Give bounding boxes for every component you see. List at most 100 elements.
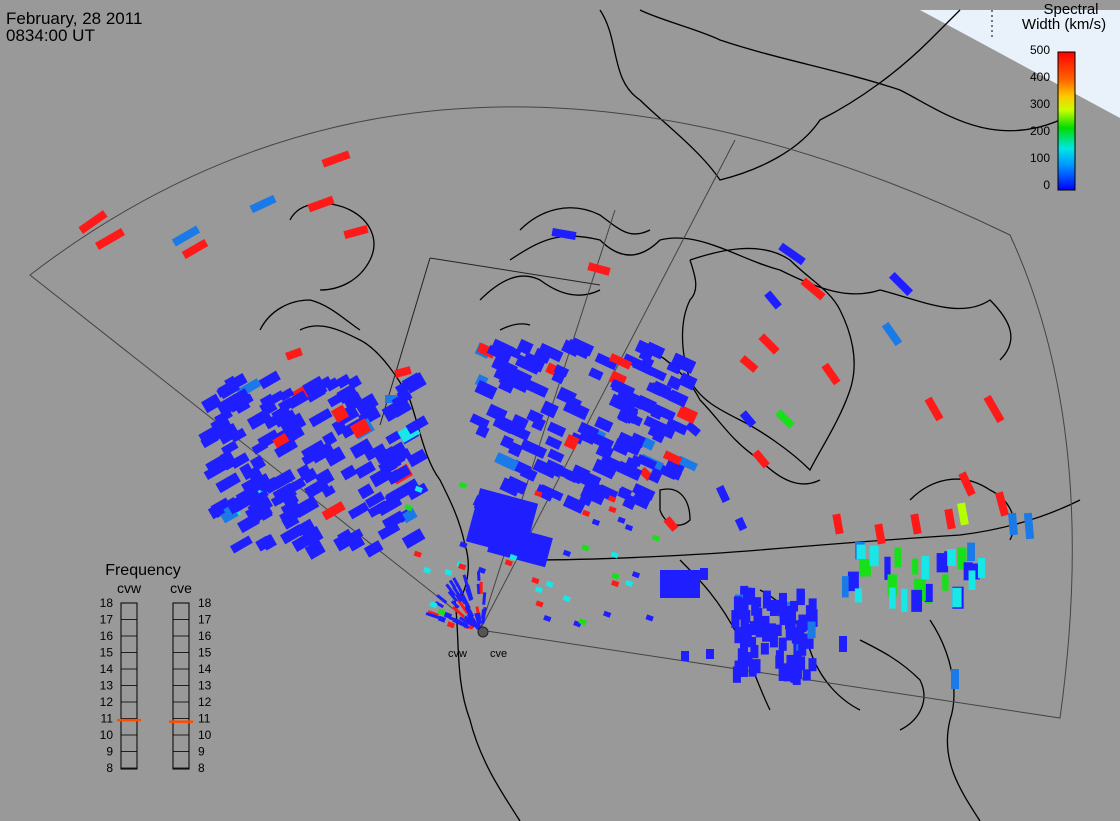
echo-cell <box>744 652 753 667</box>
timestamp-date: February, 28 2011 <box>6 9 143 28</box>
echo-cell <box>285 347 303 361</box>
echo-cell <box>901 588 908 613</box>
color-bar-legend: Spectral Width (km/s) 500 400 300 200 10… <box>991 1 1106 192</box>
echo-cell <box>546 421 567 438</box>
echo-cell <box>952 587 962 608</box>
echo-cell <box>404 504 413 512</box>
echo-cell <box>790 600 799 612</box>
echo-cell <box>487 522 553 568</box>
echo-cell <box>644 341 666 360</box>
echo-cell <box>807 621 816 639</box>
echo-cell <box>630 454 644 467</box>
echo-cell <box>706 649 714 659</box>
echo-cell <box>575 468 602 491</box>
echo-cell <box>321 485 336 498</box>
echo-cell <box>798 614 807 633</box>
echo-cell <box>610 579 620 588</box>
echo-cell <box>450 600 460 609</box>
echo-cell <box>477 566 487 574</box>
echo-cell <box>287 477 307 494</box>
echo-cell <box>215 472 241 494</box>
echo-cell <box>475 424 490 439</box>
echo-cell <box>363 540 384 558</box>
timestamp-time: 0834:00 UT <box>6 26 95 45</box>
echo-cell <box>778 637 787 651</box>
echo-cell <box>748 636 757 648</box>
echo-cell <box>607 495 617 503</box>
echo-cell <box>645 614 654 622</box>
echo-cell <box>474 379 498 400</box>
echo-cell <box>545 580 554 588</box>
echo-cell <box>357 483 375 500</box>
echo-cell <box>533 347 552 364</box>
echo-cell <box>354 460 376 479</box>
echo-cell <box>553 364 570 378</box>
echo-cell <box>303 477 330 499</box>
echo-cell <box>540 486 556 502</box>
echo-cell <box>764 290 782 310</box>
echo-cell <box>469 413 490 430</box>
echo-cell <box>509 553 518 561</box>
echo-cell <box>331 418 348 436</box>
echo-cell <box>670 352 697 374</box>
echo-cell <box>482 592 487 605</box>
echo-cell <box>624 524 634 532</box>
echo-cell <box>473 503 483 511</box>
echo-cell <box>381 510 406 531</box>
echo-cell <box>429 601 438 609</box>
echo-cell <box>737 648 746 664</box>
echo-cell <box>499 435 515 450</box>
echo-cell <box>534 586 544 594</box>
echo-cell <box>364 491 386 509</box>
echo-cell <box>367 500 389 518</box>
echo-cell <box>229 427 247 443</box>
echo-cell <box>1008 512 1018 536</box>
frequency-panel: Frequency cvw cve 18 18 17 17 16 16 15 15 14 14 13… <box>100 562 212 775</box>
echo-cell <box>181 239 209 259</box>
echo-cell <box>551 227 577 241</box>
echo-cell <box>762 590 771 609</box>
echo-cell <box>456 597 469 615</box>
echo-cell <box>594 416 614 433</box>
echo-cell <box>771 599 780 614</box>
frequency-tick-right: 8 <box>198 761 205 775</box>
echo-cell <box>775 409 795 429</box>
echo-cell <box>676 455 698 472</box>
echo-cell <box>308 408 333 428</box>
echo-cell <box>391 399 412 418</box>
echo-cell <box>625 580 634 588</box>
frequency-tick-right: 15 <box>198 646 212 660</box>
colorbar-tick-400: 400 <box>1030 70 1050 84</box>
echo-cell <box>349 438 374 459</box>
echo-cell <box>750 644 759 659</box>
echo-cell <box>681 651 689 661</box>
echo-cell <box>509 424 531 442</box>
echo-cell <box>504 559 513 567</box>
echo-cell <box>881 321 903 347</box>
echo-cell <box>323 446 346 467</box>
echo-cell <box>778 663 787 681</box>
echo-cell <box>648 467 664 484</box>
echo-cell <box>778 592 787 607</box>
echo-cell <box>562 549 572 557</box>
echo-cell <box>436 594 448 604</box>
echo-cell <box>296 464 313 481</box>
echo-cell <box>936 553 949 573</box>
echo-cell <box>580 485 606 506</box>
echo-cell <box>924 396 944 422</box>
echo-cell <box>491 356 516 377</box>
echo-cell <box>578 618 587 626</box>
echo-cell <box>761 615 770 634</box>
echo-cell <box>663 516 679 532</box>
echo-cell <box>957 502 969 526</box>
echo-cell <box>562 595 571 603</box>
echo-cell <box>847 571 859 592</box>
echo-cell <box>486 344 512 363</box>
echo-cell <box>307 195 335 213</box>
echo-cell <box>889 587 896 609</box>
echo-cell <box>616 460 643 481</box>
frequency-tick-left: 16 <box>100 629 114 643</box>
echo-cell <box>914 578 926 601</box>
echo-cell <box>797 656 806 671</box>
echo-cell <box>648 382 674 401</box>
